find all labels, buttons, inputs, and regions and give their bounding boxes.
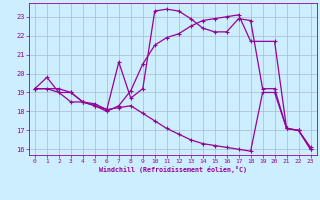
X-axis label: Windchill (Refroidissement éolien,°C): Windchill (Refroidissement éolien,°C)	[99, 166, 247, 173]
